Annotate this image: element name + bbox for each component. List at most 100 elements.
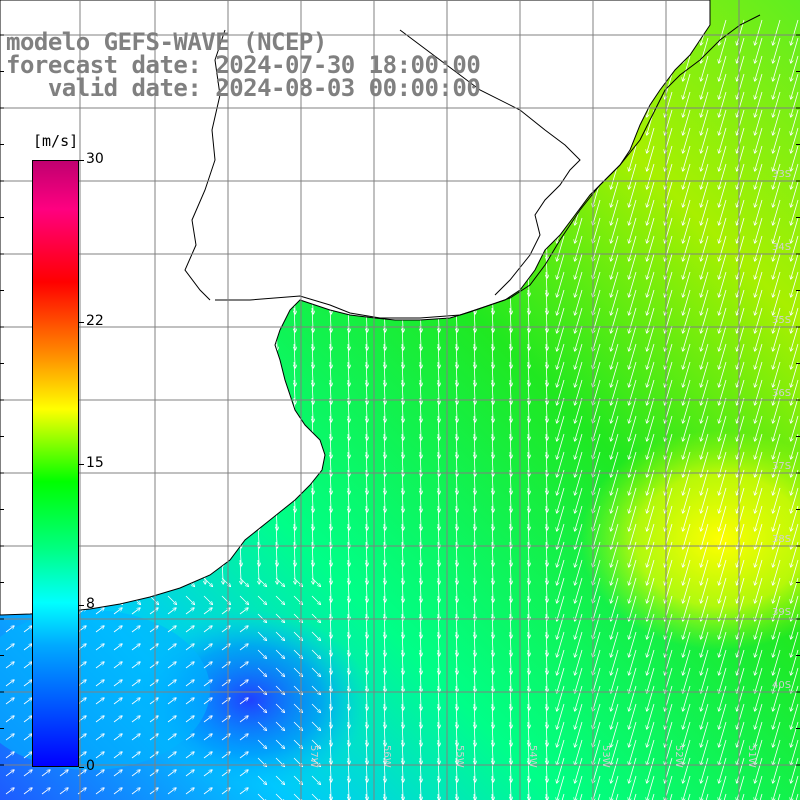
wind-arrow: [402, 433, 403, 458]
wind-arrow: [629, 289, 637, 315]
wind-arrow: [366, 325, 367, 350]
wind-arrow: [755, 361, 763, 387]
wind-arrow: [701, 595, 709, 621]
wind-arrow: [755, 289, 763, 315]
wind-arrow: [791, 55, 799, 81]
wind-arrow: [275, 595, 284, 604]
wind-arrow: [546, 613, 547, 638]
wind-arrow: [557, 505, 565, 531]
wind-arrow: [348, 469, 349, 494]
wind-arrow: [366, 577, 367, 602]
wind-arrow: [611, 289, 619, 315]
wind-arrow: [330, 577, 331, 602]
wind-arrow: [701, 469, 709, 495]
wind-arrow: [647, 469, 655, 495]
wind-arrow: [492, 433, 493, 458]
wind-arrow: [719, 577, 727, 603]
wind-arrow: [546, 271, 547, 296]
wind-arrow: [474, 523, 475, 548]
wind-arrow: [510, 451, 511, 476]
wind-arrow: [791, 343, 799, 369]
wind-arrow: [557, 253, 565, 279]
longitude-label: 54W: [527, 745, 538, 768]
wind-arrow: [629, 613, 637, 639]
wind-arrow: [402, 343, 403, 368]
wind-arrow: [575, 415, 583, 441]
wind-arrow: [402, 397, 403, 422]
wind-arrow: [438, 523, 439, 548]
wind-arrow: [737, 523, 745, 549]
wind-arrow: [557, 271, 565, 297]
wind-arrow: [593, 379, 601, 405]
wind-arrow: [528, 469, 529, 494]
wind-arrow: [420, 433, 421, 458]
wind-arrow: [384, 325, 385, 350]
wind-arrow: [791, 397, 799, 423]
wind-arrow: [683, 127, 691, 153]
wind-arrow: [575, 523, 583, 549]
wind-arrow: [647, 181, 655, 207]
wind-arrow: [647, 559, 655, 585]
wind-arrow: [593, 235, 601, 261]
longitude-label: 52W: [673, 745, 684, 768]
latitude-label: 39S: [772, 607, 791, 618]
wind-arrow: [629, 217, 637, 243]
wind-arrow: [647, 595, 655, 621]
wind-arrow: [791, 271, 799, 297]
wind-arrow: [575, 397, 583, 423]
latitude-label: 33S: [772, 169, 791, 180]
wind-arrow: [510, 487, 511, 512]
wind-arrow: [456, 613, 457, 638]
wind-arrow: [611, 523, 619, 549]
wind-arrow: [474, 613, 475, 638]
wind-arrow: [773, 37, 781, 63]
wind-arrow: [221, 608, 230, 615]
wind-arrow: [384, 487, 385, 512]
wind-arrow: [330, 487, 331, 512]
wind-arrow: [492, 415, 493, 440]
wind-arrow: [683, 181, 691, 207]
wind-arrow: [557, 559, 565, 585]
wind-arrow: [330, 415, 331, 440]
colorbar-tick-label: 15: [86, 454, 104, 471]
wind-arrow: [791, 469, 799, 495]
wind-arrow: [611, 505, 619, 531]
wind-arrow: [755, 415, 763, 441]
wind-arrow: [366, 469, 367, 494]
wind-arrow: [755, 37, 763, 63]
wind-arrow: [737, 307, 745, 333]
wind-arrow: [546, 451, 547, 476]
wind-arrow: [456, 325, 457, 350]
wind-arrow: [330, 361, 331, 386]
wind-arrow: [402, 505, 403, 530]
wind-arrow: [647, 235, 655, 261]
wind-arrow: [701, 325, 709, 351]
wind-arrow: [330, 397, 331, 422]
wind-arrow: [791, 595, 799, 621]
wind-arrow: [611, 181, 619, 207]
wind-arrow: [575, 469, 583, 495]
wind-arrow: [510, 361, 511, 386]
wind-arrow: [611, 343, 619, 369]
wind-arrow: [629, 163, 637, 189]
wind-arrow: [683, 307, 691, 333]
wind-arrow: [773, 523, 781, 549]
wind-arrow: [420, 577, 421, 602]
wind-arrow: [528, 361, 529, 386]
wind-arrow: [737, 235, 745, 261]
wind-arrow: [528, 433, 529, 458]
wind-arrow: [239, 577, 248, 586]
wind-arrow: [492, 487, 493, 512]
wind-arrow: [791, 289, 799, 315]
wind-arrow: [330, 433, 331, 458]
wind-arrow: [575, 307, 583, 333]
wind-arrow: [593, 307, 601, 333]
wind-arrow: [611, 469, 619, 495]
colorbar-unit-label: [m/s]: [33, 132, 79, 150]
wind-arrow: [629, 379, 637, 405]
wind-arrow: [402, 487, 403, 512]
wind-arrow: [755, 595, 763, 621]
wind-arrow: [683, 487, 691, 513]
wind-arrow: [701, 415, 709, 441]
wind-arrow: [593, 253, 601, 279]
